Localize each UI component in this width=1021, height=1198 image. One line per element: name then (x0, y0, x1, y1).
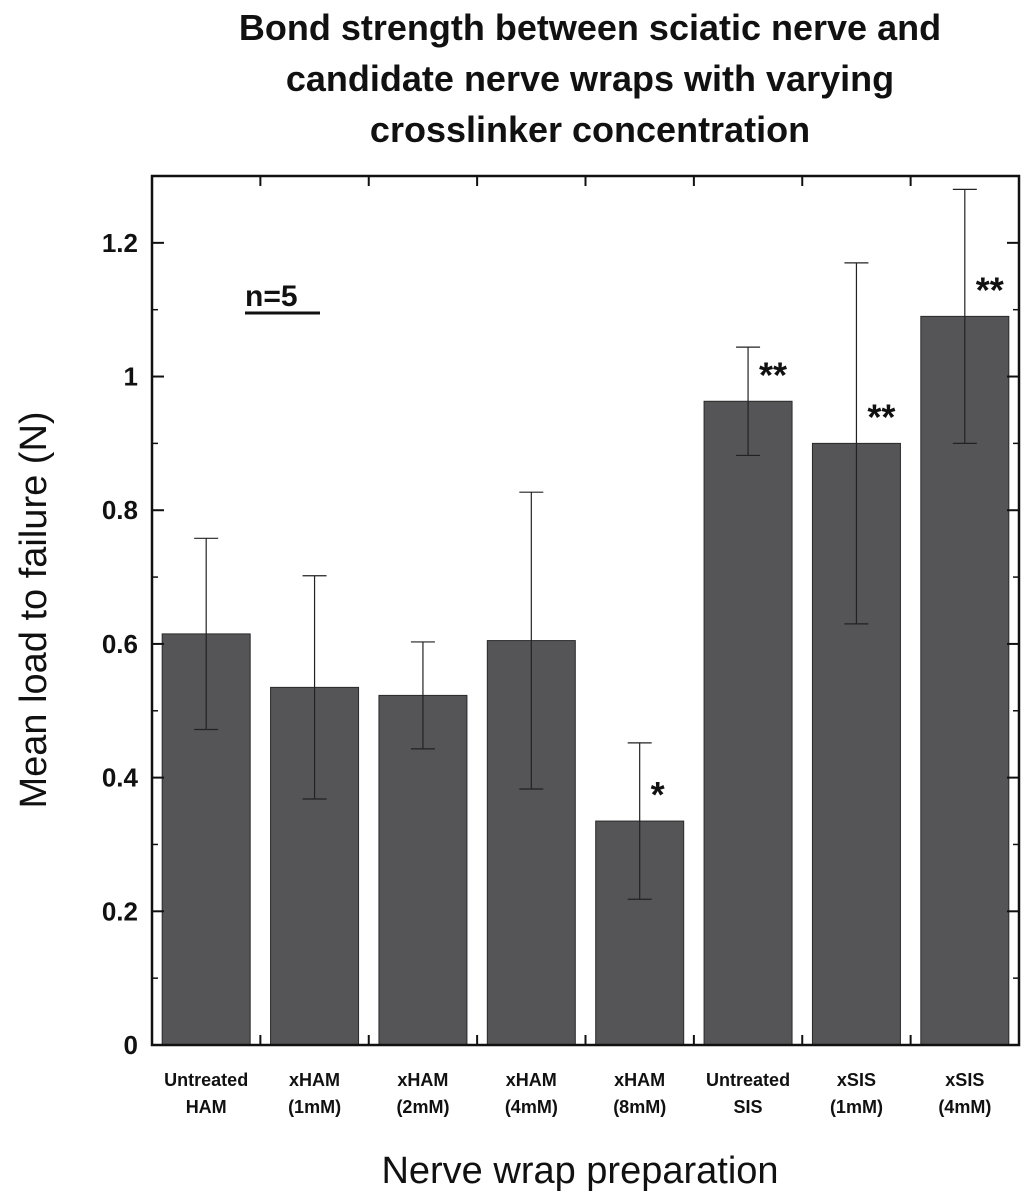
x-category-label: Untreated (164, 1070, 248, 1090)
y-tick-label: 0.6 (102, 629, 138, 659)
significance-marker: ** (867, 396, 895, 437)
significance-marker: ** (976, 269, 1004, 310)
x-category-label: HAM (186, 1097, 227, 1117)
y-tick-label: 1 (124, 362, 138, 392)
plot-border (150, 174, 1021, 1047)
x-category-label: xHAM (397, 1070, 448, 1090)
x-category-label: xSIS (837, 1070, 876, 1090)
x-category-label: Untreated (706, 1070, 790, 1090)
significance-marker: ** (759, 354, 787, 395)
x-category-label: (4mM) (505, 1097, 558, 1117)
y-tick-label: 1.2 (102, 228, 138, 258)
x-category-label: xSIS (945, 1070, 984, 1090)
x-category-label: (8mM) (613, 1097, 666, 1117)
x-category-label: (4mM) (938, 1097, 991, 1117)
y-axis-ticks: 0 0.2 0.4 0.6 0.8 1 1.2 (102, 175, 1019, 1060)
x-axis-label: Nerve wrap preparation (381, 1150, 778, 1192)
x-category-label: (1mM) (830, 1097, 883, 1117)
x-category-label: xHAM (506, 1070, 557, 1090)
y-tick-label: 0 (124, 1030, 138, 1060)
x-category-label: (2mM) (396, 1097, 449, 1117)
chart-title: Bond strength between sciatic nerve and … (239, 7, 941, 150)
x-category-label: xHAM (289, 1070, 340, 1090)
sample-size-annotation: n=5 (245, 280, 298, 313)
x-category-label: xHAM (614, 1070, 665, 1090)
bars (161, 315, 1010, 1046)
y-tick-label: 0.8 (102, 495, 138, 525)
plot-frame (150, 174, 1021, 1047)
chart-title-line-3: crosslinker concentration (370, 109, 810, 150)
x-category-label: (1mM) (288, 1097, 341, 1117)
y-tick-label: 0.4 (102, 763, 139, 793)
significance-marker: * (651, 774, 665, 815)
chart-title-line-2: candidate nerve wraps with varying (286, 58, 894, 99)
chart-title-line-1: Bond strength between sciatic nerve and (239, 7, 941, 48)
x-category-label: SIS (734, 1097, 763, 1117)
significance-markers: ******* (651, 269, 1004, 815)
error-bars (194, 188, 977, 900)
y-tick-label: 0.2 (102, 896, 138, 926)
x-axis-categories: Untreated HAM xHAM (1mM) xHAM (2mM) xHAM (4mM) x… (164, 1070, 991, 1117)
y-axis-label: Mean load to failure (N) (13, 411, 55, 808)
bar (703, 400, 793, 1046)
